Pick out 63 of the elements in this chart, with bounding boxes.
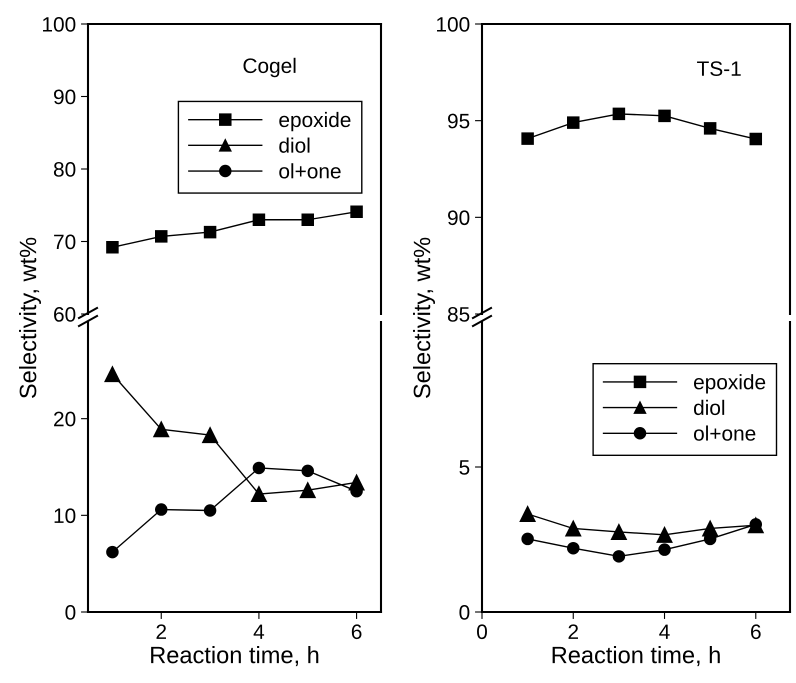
annotation: Cogel [244, 58, 296, 78]
y-tick-label: 100 [437, 17, 470, 32]
legend-label: ol+one [279, 163, 341, 179]
point [106, 241, 119, 254]
point [155, 503, 168, 516]
point [204, 504, 216, 517]
x-tick-label: 4 [659, 624, 670, 639]
point [204, 226, 216, 238]
y-tick-label: 60 [54, 307, 76, 322]
y-tick-label: 20 [54, 412, 76, 426]
point [302, 214, 314, 226]
point [252, 214, 266, 226]
x-tick-label: 2 [568, 624, 578, 639]
point [302, 464, 314, 478]
legend-label: diol [279, 138, 310, 153]
x-tick-label: 0 [477, 624, 487, 640]
point [658, 543, 671, 556]
y-tick-label: 10 [54, 508, 76, 524]
y-tick-label: 95 [448, 114, 470, 128]
x-tick-label: 6 [352, 624, 362, 640]
point [567, 116, 580, 129]
y-tick-label: 0 [65, 605, 76, 620]
point [658, 110, 671, 122]
point [300, 482, 316, 498]
legend-label: diol [694, 400, 724, 416]
y-tick-label: 90 [54, 90, 76, 104]
point [250, 486, 267, 502]
point [750, 132, 762, 146]
point [567, 542, 580, 554]
x-axis-title: Reaction time, h [552, 646, 720, 666]
point [106, 546, 119, 558]
point [565, 520, 582, 536]
y-tick-label: 80 [54, 162, 76, 177]
x-tick-label: 6 [751, 624, 761, 640]
x-tick-label: 4 [254, 624, 264, 639]
y-axis-title: Selectivity, wt% [412, 238, 436, 398]
point [252, 462, 266, 474]
point [155, 230, 168, 243]
legend-label: ol+one [694, 425, 756, 441]
point [350, 206, 363, 218]
point [521, 132, 534, 145]
point [521, 532, 534, 546]
point [153, 421, 170, 438]
point [202, 427, 218, 444]
point [104, 366, 120, 382]
legend-label: epoxide [279, 112, 350, 132]
x-axis-title: Reaction time, h [151, 646, 318, 666]
y-tick-label: 70 [54, 234, 76, 250]
y-axis-title: Selectivity, wt% [18, 238, 42, 398]
y-tick-label: 0 [459, 605, 470, 620]
point [656, 526, 673, 543]
y-tick-label: 100 [43, 17, 76, 32]
point [612, 108, 626, 120]
x-tick-label: 2 [156, 624, 166, 639]
legend-label: epoxide [694, 374, 766, 394]
point [610, 524, 627, 540]
point [612, 550, 626, 563]
y-tick-label: 5 [459, 460, 470, 475]
y-tick-label: 90 [448, 210, 470, 226]
y-tick-label: 85 [448, 307, 470, 322]
annotation: TS-1 [697, 61, 741, 76]
point [520, 506, 536, 522]
point [704, 122, 716, 135]
